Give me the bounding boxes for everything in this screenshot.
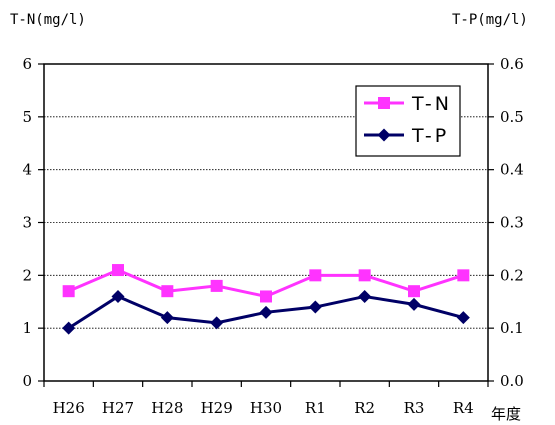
data-point-t-n [457, 269, 470, 282]
x-tick-label: H26 [53, 399, 85, 417]
x-axis-label: 年度 [491, 405, 521, 423]
right-tick-label: 0.4 [500, 161, 524, 179]
left-tick-label: 1 [22, 319, 32, 337]
right-tick-label: 0.6 [500, 55, 524, 73]
data-point-t-p [259, 305, 273, 319]
x-tick-label: H30 [250, 399, 282, 417]
axis-ticks: 0 0.0 1 0.1 2 0.2 3 0.3 4 0.4 5 0.5 6 0.6 H26 H27 H28 H29… [22, 55, 523, 417]
data-point-t-n [260, 290, 272, 303]
right-tick-label: 0.5 [500, 108, 524, 126]
legend-box [355, 85, 461, 157]
right-tick-label: 0.3 [500, 214, 524, 232]
data-point-t-p [358, 289, 372, 303]
data-point-t-p [210, 316, 224, 330]
data-point-t-n [112, 264, 124, 277]
left-tick-label: 4 [22, 161, 32, 179]
data-point-t-n [62, 285, 75, 298]
data-point-t-p [111, 289, 125, 303]
x-tick-label: R4 [453, 399, 474, 417]
data-point-t-n [408, 285, 420, 298]
data-point-t-n [309, 269, 322, 282]
data-point-t-p [407, 297, 421, 311]
left-axis-label: T-N(mg/l) [10, 12, 86, 28]
data-point-t-n [210, 279, 223, 292]
left-tick-label: 3 [22, 214, 32, 232]
legend-marker-t-n [378, 97, 390, 109]
x-tick-label: R2 [354, 399, 375, 417]
x-tick-label: R1 [305, 399, 326, 417]
data-point-t-p [308, 300, 322, 314]
left-tick-label: 5 [22, 108, 32, 126]
x-tick-label: H28 [151, 399, 183, 417]
data-point-t-n [358, 269, 371, 282]
x-tick-label: H29 [201, 399, 233, 417]
data-point-t-p [160, 311, 174, 325]
right-tick-label: 0.0 [500, 372, 524, 390]
data-point-t-p [62, 321, 76, 335]
right-tick-label: 0.2 [500, 266, 524, 284]
left-tick-label: 6 [22, 55, 32, 73]
data-point-t-p [456, 311, 470, 325]
legend-marker-t-p [377, 128, 391, 142]
legend: T-N T-P [355, 85, 461, 157]
left-tick-label: 2 [22, 266, 32, 284]
left-tick-label: 0 [22, 372, 32, 390]
legend-label-t-p: T-P [411, 125, 449, 147]
x-tick-label: R3 [404, 399, 425, 417]
x-tick-label: H27 [102, 399, 134, 417]
right-axis-label: T-P(mg/l) [452, 12, 528, 28]
data-point-t-n [161, 285, 174, 298]
legend-label-t-n: T-N [411, 93, 452, 115]
right-tick-label: 0.1 [500, 319, 524, 337]
series-lines [62, 264, 470, 335]
